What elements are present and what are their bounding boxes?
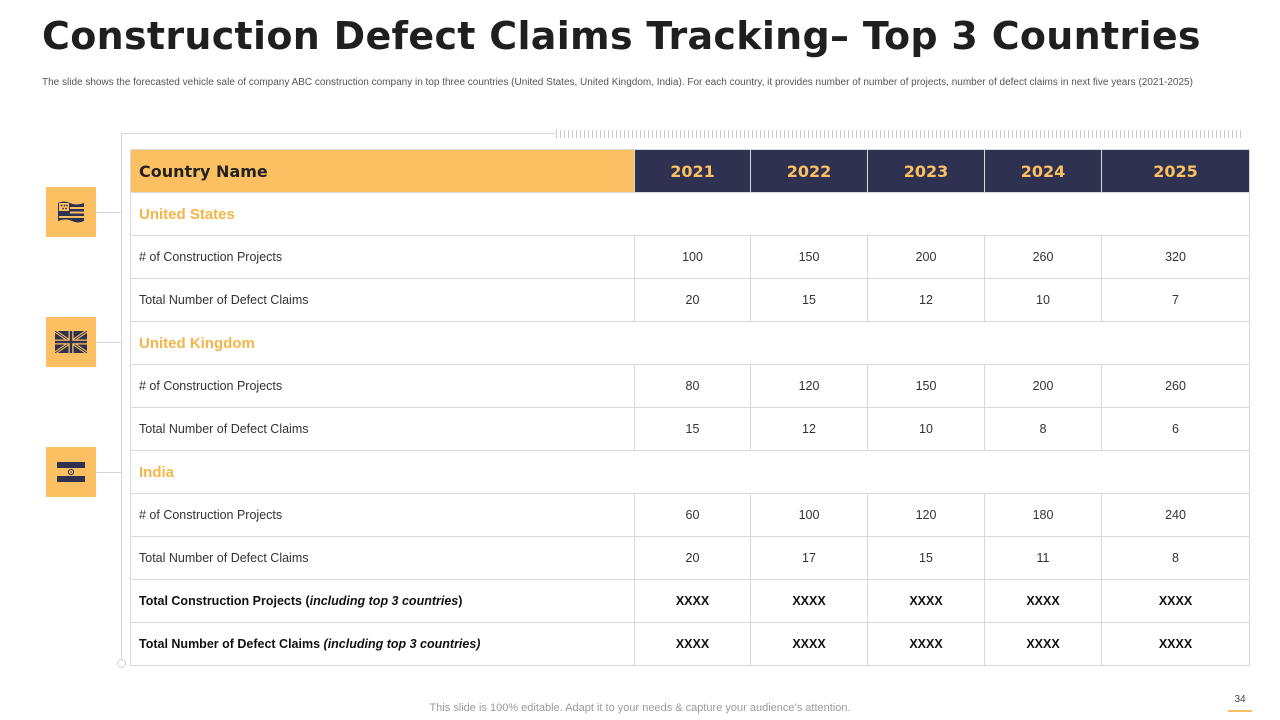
table-row: Total Number of Defect Claims 20 15 12 1… [130,278,1250,322]
table-cell: 80 [634,364,751,408]
table-cell: 17 [750,536,868,580]
decorative-hatch [556,130,1244,138]
page-subtitle: The slide shows the forecasted vehicle s… [42,77,1193,88]
table-cell: 240 [1101,493,1250,537]
total-row-claims: Total Number of Defect Claims (including… [130,622,1250,666]
claims-table: Country Name 2021 2022 2023 2024 2025 Un… [130,149,1250,666]
table-cell: 120 [750,364,868,408]
year-header: 2022 [750,149,868,193]
total-cell: XXXX [634,579,751,623]
table-cell: 20 [634,278,751,322]
total-label-italic: (including top 3 countries) [323,637,481,651]
table-cell: 60 [634,493,751,537]
year-header: 2023 [867,149,985,193]
table-cell: 15 [634,407,751,451]
uk-flag-icon [46,317,96,367]
table-cell: 10 [867,407,985,451]
section-row-united-kingdom: United Kingdom [130,321,1250,365]
table-row: # of Construction Projects 60 100 120 18… [130,493,1250,537]
year-header: 2025 [1101,149,1250,193]
connector-line [96,342,122,343]
table-cell: 200 [984,364,1102,408]
row-label: Total Number of Defect Claims [130,536,635,580]
total-label: Total Construction Projects (including t… [130,579,635,623]
connector-line [96,472,122,473]
row-label: # of Construction Projects [130,235,635,279]
total-cell: XXXX [750,579,868,623]
year-header: 2021 [634,149,751,193]
total-label-text: Total Number of Defect Claims [139,637,324,651]
table-cell: 12 [750,407,868,451]
table-cell: 15 [750,278,868,322]
table-cell: 100 [634,235,751,279]
total-cell: XXXX [750,622,868,666]
table-cell: 200 [867,235,985,279]
row-label: # of Construction Projects [130,364,635,408]
country-name-header: Country Name [130,149,635,193]
india-flag-icon [46,447,96,497]
table-cell: 8 [984,407,1102,451]
table-row: # of Construction Projects 100 150 200 2… [130,235,1250,279]
timeline-line [121,133,122,663]
table-row: Total Number of Defect Claims 15 12 10 8… [130,407,1250,451]
page-number: 34 [1234,694,1246,705]
table-cell: 260 [984,235,1102,279]
table-cell: 120 [867,493,985,537]
total-label-italic: including top 3 countries [309,594,459,608]
table-cell: 320 [1101,235,1250,279]
table-row: # of Construction Projects 80 120 150 20… [130,364,1250,408]
total-row-projects: Total Construction Projects (including t… [130,579,1250,623]
section-title: United Kingdom [130,321,1250,365]
row-label: Total Number of Defect Claims [130,278,635,322]
total-label: Total Number of Defect Claims (including… [130,622,635,666]
page-title: Construction Defect Claims Tracking– Top… [42,14,1201,58]
total-cell: XXXX [984,579,1102,623]
total-label-end: ) [458,594,463,608]
row-label: # of Construction Projects [130,493,635,537]
total-cell: XXXX [1101,579,1250,623]
us-flag-icon [46,187,96,237]
section-title: United States [130,192,1250,236]
total-cell: XXXX [984,622,1102,666]
row-label: Total Number of Defect Claims [130,407,635,451]
table-cell: 260 [1101,364,1250,408]
footer-note: This slide is 100% editable. Adapt it to… [429,702,851,714]
section-row-united-states: United States [130,192,1250,236]
table-cell: 180 [984,493,1102,537]
total-label-text: Total Construction Projects ( [139,594,310,608]
total-cell: XXXX [634,622,751,666]
table-row: Total Number of Defect Claims 20 17 15 1… [130,536,1250,580]
timeline-end-dot [117,659,126,668]
table-cell: 10 [984,278,1102,322]
section-row-india: India [130,450,1250,494]
page-number-underline [1228,710,1252,712]
table-header-row: Country Name 2021 2022 2023 2024 2025 [130,149,1250,193]
section-title: India [130,450,1250,494]
table-cell: 11 [984,536,1102,580]
total-cell: XXXX [1101,622,1250,666]
table-cell: 6 [1101,407,1250,451]
table-cell: 7 [1101,278,1250,322]
table-cell: 15 [867,536,985,580]
table-cell: 20 [634,536,751,580]
table-cell: 8 [1101,536,1250,580]
total-cell: XXXX [867,579,985,623]
table-cell: 100 [750,493,868,537]
table-cell: 12 [867,278,985,322]
year-header: 2024 [984,149,1102,193]
table-cell: 150 [750,235,868,279]
total-cell: XXXX [867,622,985,666]
connector-line [96,212,122,213]
frame-top-line [121,133,555,134]
table-cell: 150 [867,364,985,408]
